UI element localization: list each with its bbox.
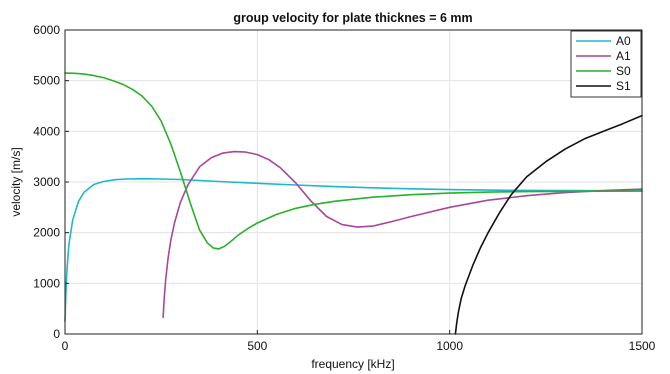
y-tick-label: 1000 bbox=[33, 276, 60, 290]
x-tick-label: 0 bbox=[62, 339, 69, 353]
x-tick-label: 500 bbox=[247, 339, 267, 353]
legend-label-s0: S0 bbox=[616, 64, 631, 78]
x-axis-label: frequency [kHz] bbox=[311, 357, 394, 371]
y-tick-label: 4000 bbox=[33, 124, 60, 138]
series-line-a0 bbox=[64, 177, 643, 323]
series-layer bbox=[64, 72, 643, 335]
series-line-s0 bbox=[64, 72, 643, 250]
x-tick-label: 1500 bbox=[629, 339, 656, 353]
y-tick-label: 6000 bbox=[33, 23, 60, 37]
y-tick-label: 3000 bbox=[33, 175, 60, 189]
y-tick-label: 5000 bbox=[33, 74, 60, 88]
y-tick-label: 2000 bbox=[33, 226, 60, 240]
chart-title: group velocity for plate thicknes = 6 mm bbox=[233, 11, 472, 25]
legend-label-a1: A1 bbox=[616, 49, 631, 63]
legend-label-a0: A0 bbox=[616, 34, 631, 48]
legend-label-s1: S1 bbox=[616, 79, 631, 93]
y-tick-label: 0 bbox=[53, 327, 60, 341]
tick-layer: 0 500 1000 1500 0 1000 2000 3000 4000 5000 6000 bbox=[33, 23, 655, 353]
x-tick-label: 1000 bbox=[436, 339, 463, 353]
y-axis-label: velocity [m/s] bbox=[9, 147, 23, 216]
grid bbox=[65, 30, 642, 334]
series-line-s1 bbox=[454, 114, 643, 335]
series-line-a1 bbox=[162, 150, 643, 319]
